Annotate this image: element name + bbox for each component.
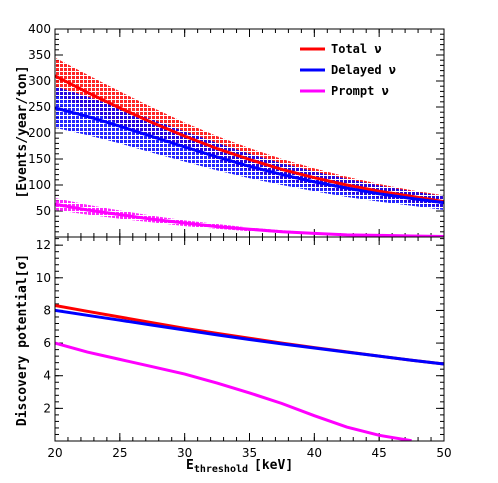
line-delayed-rate — [55, 106, 444, 205]
line-prompt-rate — [55, 202, 444, 237]
top-y-tick-label: 100 — [28, 178, 51, 192]
band-prompt — [55, 198, 444, 237]
top-y-tick-label: 50 — [36, 204, 51, 218]
legend-label: Prompt ν — [331, 84, 389, 98]
line-total-significance — [55, 304, 444, 366]
bottom-x-tick-label: 40 — [307, 446, 322, 460]
x-axis-title-main: E — [186, 458, 194, 473]
bottom-x-tick-label: 20 — [47, 446, 62, 460]
top-y-tick-label: 250 — [28, 100, 51, 114]
top-y-axis-title: [Events/year/ton] — [15, 65, 30, 198]
bottom-x-tick-label: 30 — [177, 446, 192, 460]
bottom-y-tick-label: 6 — [43, 336, 51, 350]
top-plot-area — [55, 57, 444, 237]
line-delayed-significance — [55, 308, 444, 366]
top-y-tick-label: 200 — [28, 126, 51, 140]
bottom-frame — [54, 236, 445, 442]
bottom-y-tick-label: 8 — [43, 303, 51, 317]
x-axis-title-sub: threshold — [194, 464, 248, 475]
legend-label: Delayed ν — [331, 63, 396, 77]
top-y-tick-label: 350 — [28, 48, 51, 62]
top-y-tick-label: 150 — [28, 152, 51, 166]
bottom-plot-area — [55, 304, 444, 441]
bottom-panel: 2 4 6 8 10 12 20 25 30 35 40 45 50 — [36, 236, 452, 460]
legend: Total ν Delayed ν Prompt ν — [300, 42, 396, 98]
band-delayed — [55, 86, 444, 210]
bottom-y-tick-label: 10 — [36, 271, 51, 285]
bottom-y-tick-label: 12 — [36, 238, 51, 252]
top-panel: 50 100 150 200 250 300 350 400 — [28, 22, 445, 238]
bottom-y-axis-title: Discovery potential[σ] — [15, 254, 30, 426]
bottom-y-tick-label: 2 — [43, 401, 51, 415]
top-y-tick-label: 400 — [28, 22, 51, 36]
bottom-y-tick-label: 4 — [43, 369, 51, 383]
x-axis-title: Ethreshold [keV] — [186, 458, 293, 475]
x-axis-title-unit: [keV] — [254, 458, 293, 473]
top-y-tick-label: 300 — [28, 74, 51, 88]
bottom-x-tick-label: 45 — [372, 446, 387, 460]
line-total-rate — [55, 74, 444, 204]
bottom-x-tick-label: 50 — [436, 446, 451, 460]
bottom-x-tick-label: 35 — [242, 446, 257, 460]
legend-label: Total ν — [331, 42, 382, 56]
line-prompt-significance — [55, 341, 412, 441]
bottom-x-tick-label: 25 — [112, 446, 127, 460]
